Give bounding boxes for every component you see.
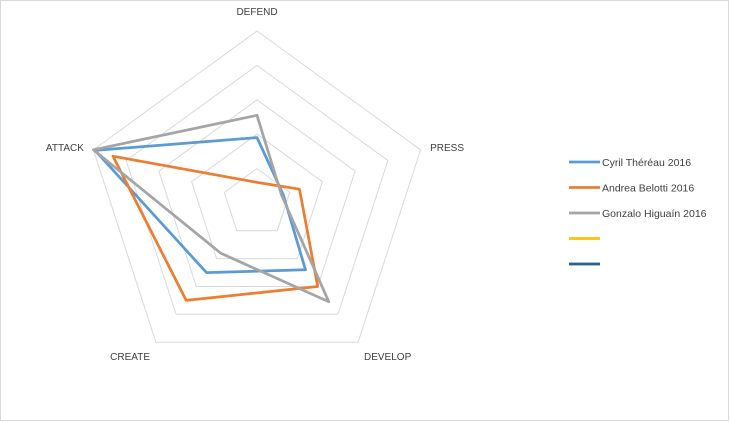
legend-label-2: Andrea Belotti 2016 (602, 183, 694, 195)
radar-axis-labels: DEFEND PRESS DEVELOP CREATE ATTACK (46, 7, 464, 363)
grid-ring (158, 99, 356, 287)
axis-label-attack: ATTACK (46, 143, 84, 154)
axis-label-develop: DEVELOP (364, 352, 412, 363)
grid-ring (223, 167, 291, 232)
axis-label-defend: DEFEND (236, 7, 277, 18)
radar-grid (92, 30, 422, 343)
grid-ring (92, 30, 422, 343)
legend-label-3: Gonzalo Higuaín 2016 (602, 208, 707, 220)
axis-label-press: PRESS (430, 143, 464, 154)
grid-ring (125, 64, 389, 315)
series-line-2 (111, 154, 320, 302)
legend: Cyril Théréau 2016 Andrea Belotti 2016 Gon… (569, 157, 707, 266)
legend-label-1: Cyril Théréau 2016 (602, 157, 691, 169)
axis-label-create: CREATE (110, 352, 150, 363)
series-line-3 (92, 113, 331, 304)
radar-series (92, 113, 331, 304)
